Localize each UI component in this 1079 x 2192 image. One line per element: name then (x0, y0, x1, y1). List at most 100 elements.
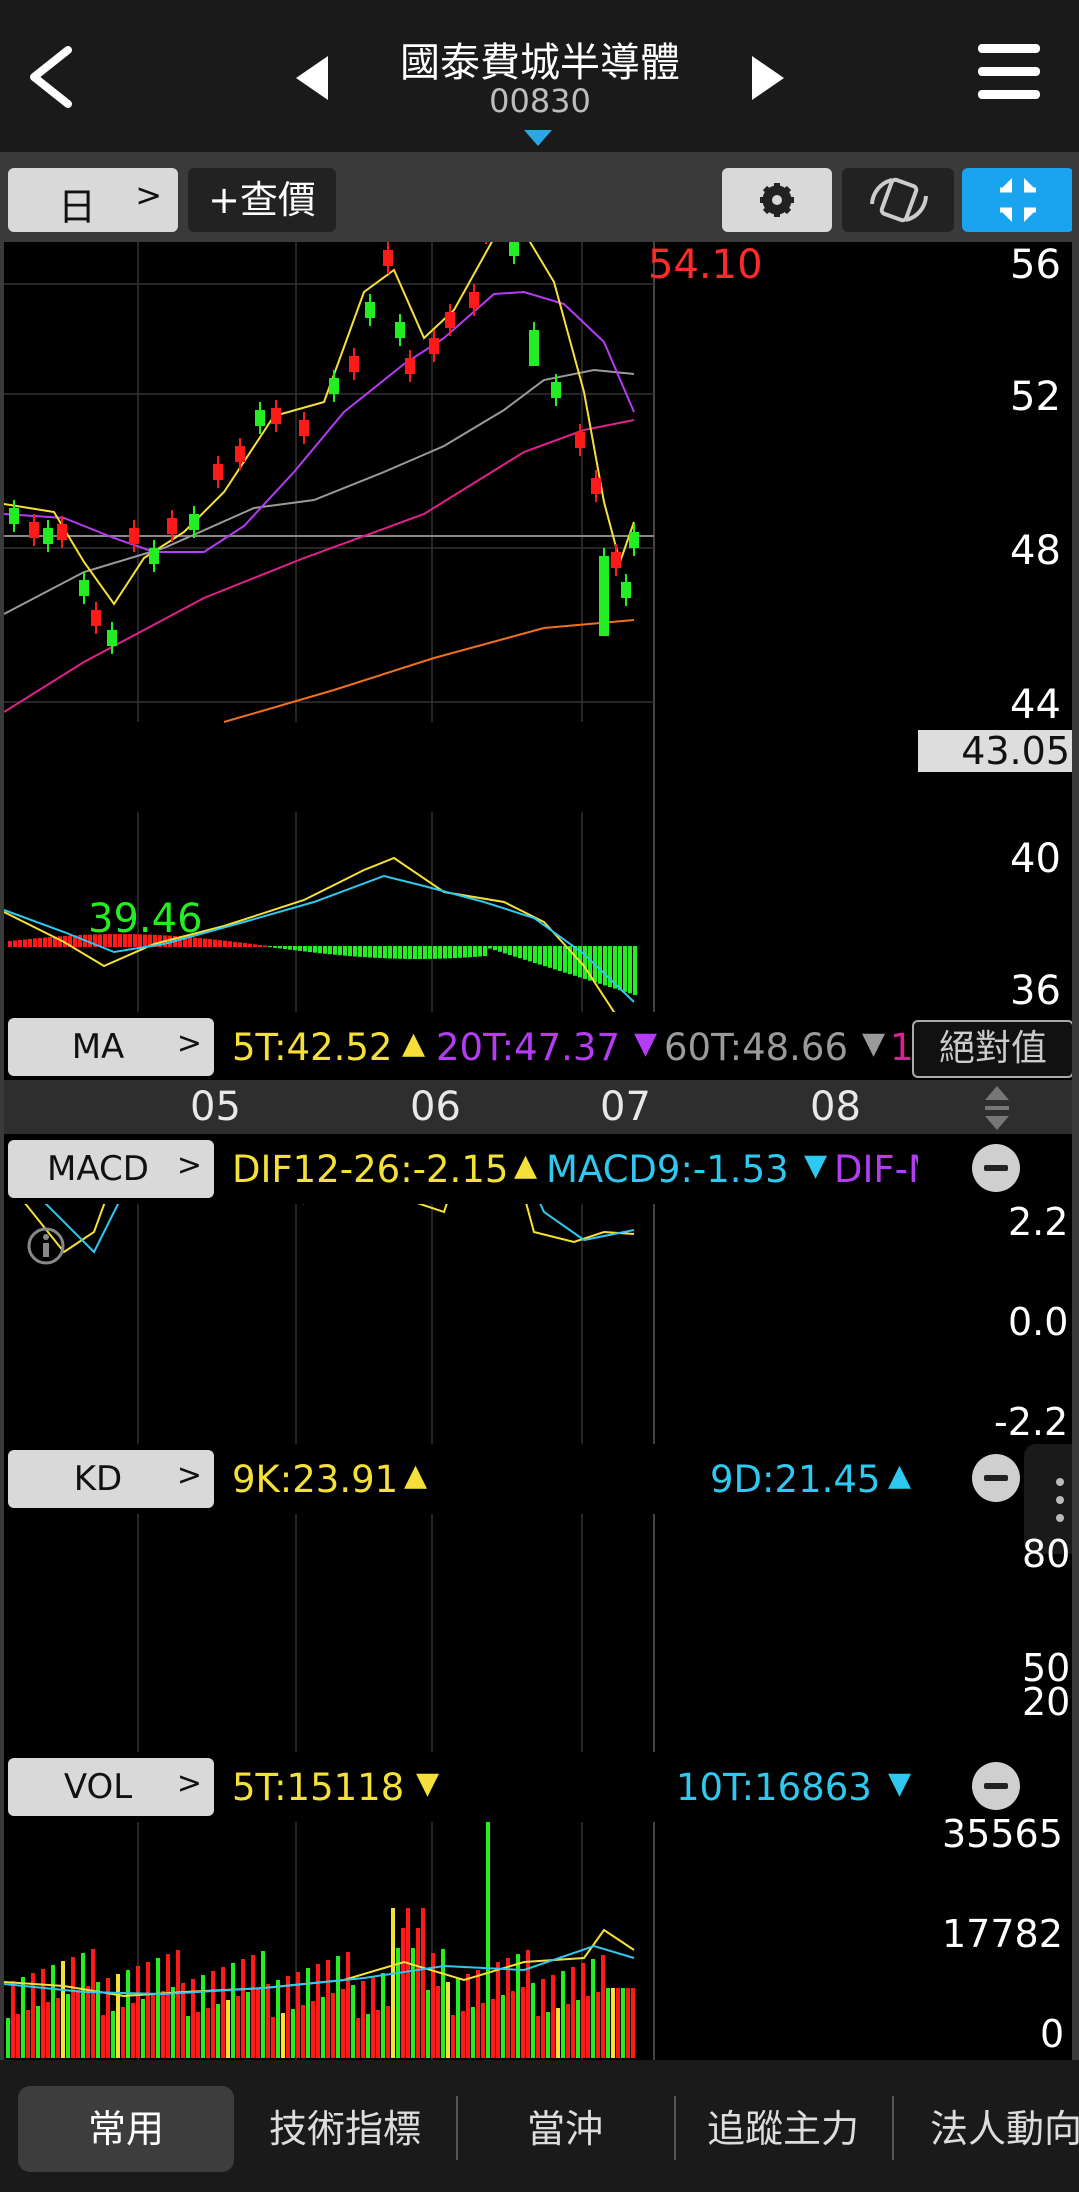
vol-indicator-button[interactable]: VOL > (8, 1758, 214, 1816)
high-price-label: 54.10 (648, 242, 763, 288)
dropdown-caret-icon[interactable] (524, 130, 552, 146)
price-axis-56: 56 (1010, 242, 1061, 288)
macd-bar (283, 946, 287, 950)
tab-institutional[interactable]: 法人動向 (930, 2107, 1079, 2151)
volume-bar (126, 1970, 130, 2058)
next-stock-icon[interactable] (748, 52, 788, 104)
volume-bar (131, 2003, 135, 2058)
tab-day-trade[interactable]: 當沖 (526, 2107, 603, 2151)
vol-ma10-line (4, 1944, 635, 1996)
remove-panel-icon[interactable] (972, 1762, 1020, 1810)
macd-bar (618, 946, 622, 991)
volume-bar (61, 1961, 65, 2058)
volume-bar (386, 2006, 390, 2058)
menu-icon[interactable] (978, 44, 1040, 108)
remove-panel-icon[interactable] (972, 1144, 1020, 1192)
volume-bar (266, 1984, 270, 2058)
volume-bar (271, 2017, 275, 2058)
macd-bar (533, 946, 537, 963)
macd-bar (378, 946, 382, 959)
volume-bar (431, 1953, 435, 2058)
period-selector-button[interactable]: 日 > (8, 168, 178, 232)
macd-bar (188, 937, 192, 947)
k-arrow-icon: ▲ (404, 1458, 428, 1493)
macd-indicator-button[interactable]: MACD > (8, 1140, 214, 1198)
volume-bar (111, 2011, 115, 2058)
volume-bar (6, 2018, 10, 2058)
info-icon[interactable] (26, 1226, 66, 1266)
volume-bar (16, 2014, 20, 2058)
tab-technical-indicators[interactable]: 技術指標 (268, 2107, 421, 2151)
macd-bar (113, 934, 117, 947)
volume-bar (151, 1995, 155, 2058)
more-options-handle[interactable] (1024, 1444, 1074, 1554)
exit-fullscreen-icon[interactable] (962, 168, 1074, 232)
macd-bar (573, 946, 577, 976)
candle-body (29, 522, 39, 538)
volume-bar (26, 2010, 30, 2058)
settings-gear-icon[interactable] (722, 168, 832, 232)
candle-body (91, 610, 101, 626)
volume-bar (541, 1979, 545, 2058)
resize-handle-icon[interactable] (980, 1080, 1014, 1136)
macd-bar (313, 946, 317, 953)
macd-bar (258, 944, 262, 947)
macd-bar (403, 946, 407, 959)
macd-bar (428, 946, 432, 959)
volume-bar (591, 1959, 595, 2058)
back-arrow-icon[interactable] (22, 42, 82, 112)
candle-body (43, 528, 53, 544)
volume-bar (561, 1971, 565, 2058)
volume-bar (96, 1982, 100, 2058)
candle-body (551, 382, 561, 398)
volume-chart (4, 1818, 635, 2058)
last-price-tag: 43.05 (918, 730, 1076, 772)
ma-indicator-button[interactable]: MA > (8, 1018, 214, 1076)
tab-track-major[interactable]: 追蹤主力 (706, 2107, 859, 2151)
macd-bar (298, 946, 302, 951)
macd-bar (198, 938, 202, 947)
volume-bar (201, 1975, 205, 2058)
macd-bar (128, 934, 132, 947)
price-axis-36: 36 (1010, 968, 1061, 1014)
chevron-right-icon: > (176, 1026, 202, 1061)
macd-bar (453, 946, 457, 959)
volume-bar (301, 2005, 305, 2058)
volume-bar (246, 1992, 250, 2058)
volume-bar (556, 2008, 560, 2058)
volume-bar (391, 1908, 395, 2058)
macd-bar (503, 946, 507, 954)
volume-bar (311, 2001, 315, 2058)
remove-panel-icon[interactable] (972, 1454, 1020, 1502)
vol-ma5-value: 5T:15118 (232, 1766, 405, 1809)
macd-bar (583, 946, 587, 979)
tab-common[interactable]: 常用 (18, 2086, 234, 2172)
previous-stock-icon[interactable] (292, 52, 332, 104)
absolute-value-toggle[interactable]: 絕對值 (912, 1020, 1074, 1078)
vol-axis-label: 0 (1040, 2012, 1065, 2056)
ma120-line (4, 419, 635, 713)
kd-indicator-button[interactable]: KD > (8, 1450, 214, 1508)
quote-lookup-button[interactable]: +查價 (188, 168, 336, 232)
chart-canvas[interactable] (4, 242, 1072, 2060)
macd-bar (38, 937, 42, 947)
rotate-screen-icon[interactable] (842, 168, 954, 232)
macd-bar (333, 946, 337, 955)
macd-bar (613, 946, 617, 989)
month-label: 07 (600, 1084, 651, 1130)
volume-bar (526, 1950, 530, 2058)
macd-bar (393, 946, 397, 959)
volume-bar (101, 2015, 105, 2058)
macd-bar (88, 934, 92, 947)
d-arrow-icon: ▲ (888, 1458, 912, 1493)
volume-bar (481, 2003, 485, 2058)
macd-bar (18, 939, 22, 947)
volume-bar (166, 1954, 170, 2058)
macd-bar (363, 946, 367, 958)
volume-bar (191, 1979, 195, 2058)
macd-chart (4, 856, 637, 1033)
macd-bar (413, 946, 417, 959)
macd-bar (493, 946, 497, 951)
macd-bar (153, 934, 157, 947)
candle-body (529, 330, 539, 366)
